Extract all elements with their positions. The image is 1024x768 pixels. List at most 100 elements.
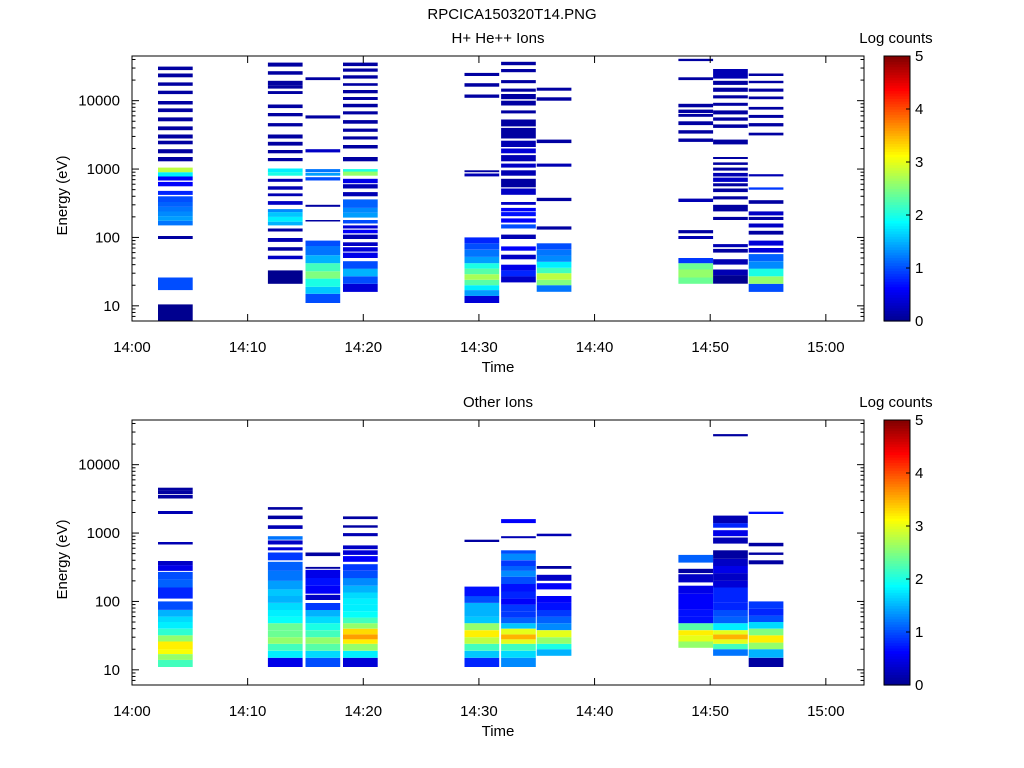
heatmap-cell	[158, 542, 193, 545]
heatmap-cell	[536, 630, 572, 638]
x-tick-label: 14:30	[460, 703, 498, 720]
heatmap-cell	[464, 630, 500, 638]
heatmap-cell	[748, 261, 784, 269]
heatmap-cell	[678, 585, 714, 594]
heatmap-cell	[343, 136, 378, 140]
heatmap-cell	[267, 623, 303, 631]
heatmap-cell	[536, 267, 572, 274]
colorbar-segment	[884, 573, 910, 577]
colorbar-segment	[884, 111, 910, 115]
heatmap-cell	[536, 273, 572, 280]
colorbar-segment	[884, 581, 910, 585]
heatmap-cell	[267, 158, 303, 162]
heatmap-cell	[536, 610, 572, 617]
heatmap-cell	[501, 246, 536, 251]
heatmap-cell	[501, 119, 536, 127]
heatmap-cell	[678, 568, 714, 574]
colorbar-segment	[884, 645, 910, 649]
colorbar-segment	[884, 143, 910, 147]
heatmap-cell	[678, 236, 714, 239]
heatmap-cell	[305, 246, 341, 256]
heatmap-cell	[501, 264, 536, 271]
colorbar-segment	[884, 586, 910, 591]
heatmap-cell	[464, 170, 500, 173]
heatmap-cell	[464, 616, 500, 624]
heatmap-cell	[501, 536, 536, 539]
colorbar-segment	[884, 504, 910, 509]
colorbar-segment	[884, 584, 910, 588]
heatmap-cell	[343, 220, 378, 224]
heatmap-cell	[267, 172, 303, 176]
colorbar-segment	[884, 220, 910, 224]
heatmap-cell	[501, 643, 536, 651]
colorbar-segment	[884, 265, 910, 269]
colorbar-segment	[884, 85, 910, 89]
heatmap-cell	[713, 117, 748, 121]
heatmap-cell	[713, 162, 748, 165]
heatmap-cell	[343, 103, 378, 108]
colorbar-segment	[884, 605, 910, 609]
heatmap-cell	[464, 263, 500, 269]
colorbar-segment	[884, 465, 910, 469]
heatmap-cell	[267, 643, 303, 651]
heatmap-cell	[343, 111, 378, 115]
colorbar-segment	[884, 204, 910, 208]
y-tick-label: 10000	[78, 93, 120, 110]
heatmap-cell	[267, 589, 303, 596]
heatmap-cell	[678, 109, 714, 113]
colorbar-segment	[884, 499, 910, 503]
heatmap-cell	[305, 293, 341, 303]
heatmap-cell	[464, 72, 500, 76]
colorbar-segment	[884, 132, 910, 137]
heatmap-cell	[158, 490, 193, 495]
colorbar-segment	[884, 278, 910, 282]
colorbar-segment	[884, 443, 910, 448]
heatmap-cell	[267, 113, 303, 117]
colorbar-segment	[884, 193, 910, 198]
heatmap-cell	[713, 596, 748, 603]
heatmap-cell	[343, 617, 378, 624]
heatmap-cell	[158, 73, 193, 78]
heatmap-cell	[464, 279, 500, 286]
heatmap-cell	[267, 255, 303, 260]
colorbar-segment	[884, 634, 910, 638]
heatmap-cell	[158, 487, 193, 491]
heatmap-cell	[464, 285, 500, 290]
colorbar-segment	[884, 222, 910, 227]
heatmap-cell	[267, 221, 303, 226]
colorbar-segment	[884, 515, 910, 519]
heatmap-cell	[343, 252, 378, 258]
colorbar-segment	[884, 209, 910, 213]
heatmap-cell	[501, 617, 536, 624]
heatmap-cell	[464, 237, 500, 244]
heatmap-cell	[678, 593, 714, 602]
heatmap-cell	[305, 623, 341, 631]
heatmap-cell	[267, 209, 303, 213]
heatmap-cell	[158, 126, 193, 131]
colorbar-segment	[884, 666, 910, 670]
heatmap-cell	[713, 639, 748, 644]
heatmap-cell	[305, 569, 341, 578]
colorbar-segment	[884, 307, 910, 311]
plot-frame	[131, 55, 865, 322]
heatmap-cell	[678, 630, 714, 636]
colorbar-segment	[884, 671, 910, 675]
heatmap-cell	[536, 243, 572, 250]
heatmap-cell	[713, 649, 748, 656]
colorbar-segment	[884, 268, 910, 272]
x-tick-label: 14:50	[691, 339, 729, 356]
heatmap-cell	[305, 77, 341, 81]
colorbar-segment	[884, 291, 910, 296]
heatmap-cell	[343, 585, 378, 593]
colorbar-segment	[884, 433, 910, 437]
colorbar-tick-label: 5	[915, 412, 923, 429]
heatmap-cell	[343, 564, 378, 571]
heatmap-cell	[267, 238, 303, 242]
heatmap-cell	[678, 263, 714, 270]
heatmap-cell	[464, 256, 500, 264]
colorbar-segment	[884, 647, 910, 652]
heatmap-cell	[267, 201, 303, 205]
colorbar-segment	[884, 677, 910, 681]
colorbar-segment	[884, 244, 910, 248]
colorbar-segment	[884, 486, 910, 490]
